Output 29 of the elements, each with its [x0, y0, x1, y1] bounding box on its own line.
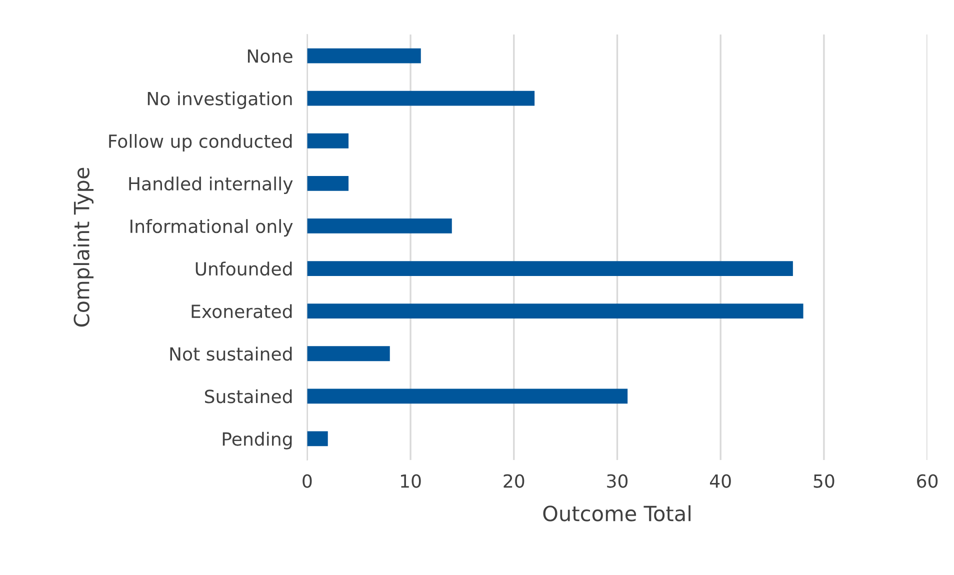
y-tick-label: Exonerated [192, 304, 292, 318]
bar [307, 388, 628, 404]
y-axis-title: Complaint Type [73, 168, 94, 327]
bar [307, 133, 349, 148]
x-tick-label: 0 [302, 474, 312, 488]
x-tick-label: 60 [917, 474, 938, 488]
y-tick-label: Sustained [205, 389, 292, 404]
x-axis-title: Outcome Total [543, 505, 690, 522]
x-tick-label: 40 [710, 474, 731, 488]
x-tick-label: 20 [504, 474, 524, 488]
bar [307, 176, 349, 191]
y-tick-label: Not sustained [170, 346, 292, 361]
bar [307, 431, 328, 446]
y-tick-label: Pending [222, 432, 292, 450]
y-tick-label: Handled internally [129, 176, 293, 194]
bar [307, 261, 793, 276]
x-tick-label: 10 [401, 474, 421, 488]
bar [307, 48, 421, 64]
y-tick-label: Informational only [130, 219, 293, 237]
y-tick-label: Unfounded [196, 262, 292, 276]
y-tick-label: None [248, 49, 292, 63]
x-tick-label: 30 [607, 474, 628, 488]
y-tick-label: No investigation [148, 91, 292, 109]
bar [307, 346, 390, 362]
y-tick-label: Follow up conducted [109, 134, 292, 152]
x-tick-label: 50 [814, 474, 834, 488]
bar [307, 90, 535, 106]
bar [307, 218, 452, 234]
bar [307, 304, 804, 319]
